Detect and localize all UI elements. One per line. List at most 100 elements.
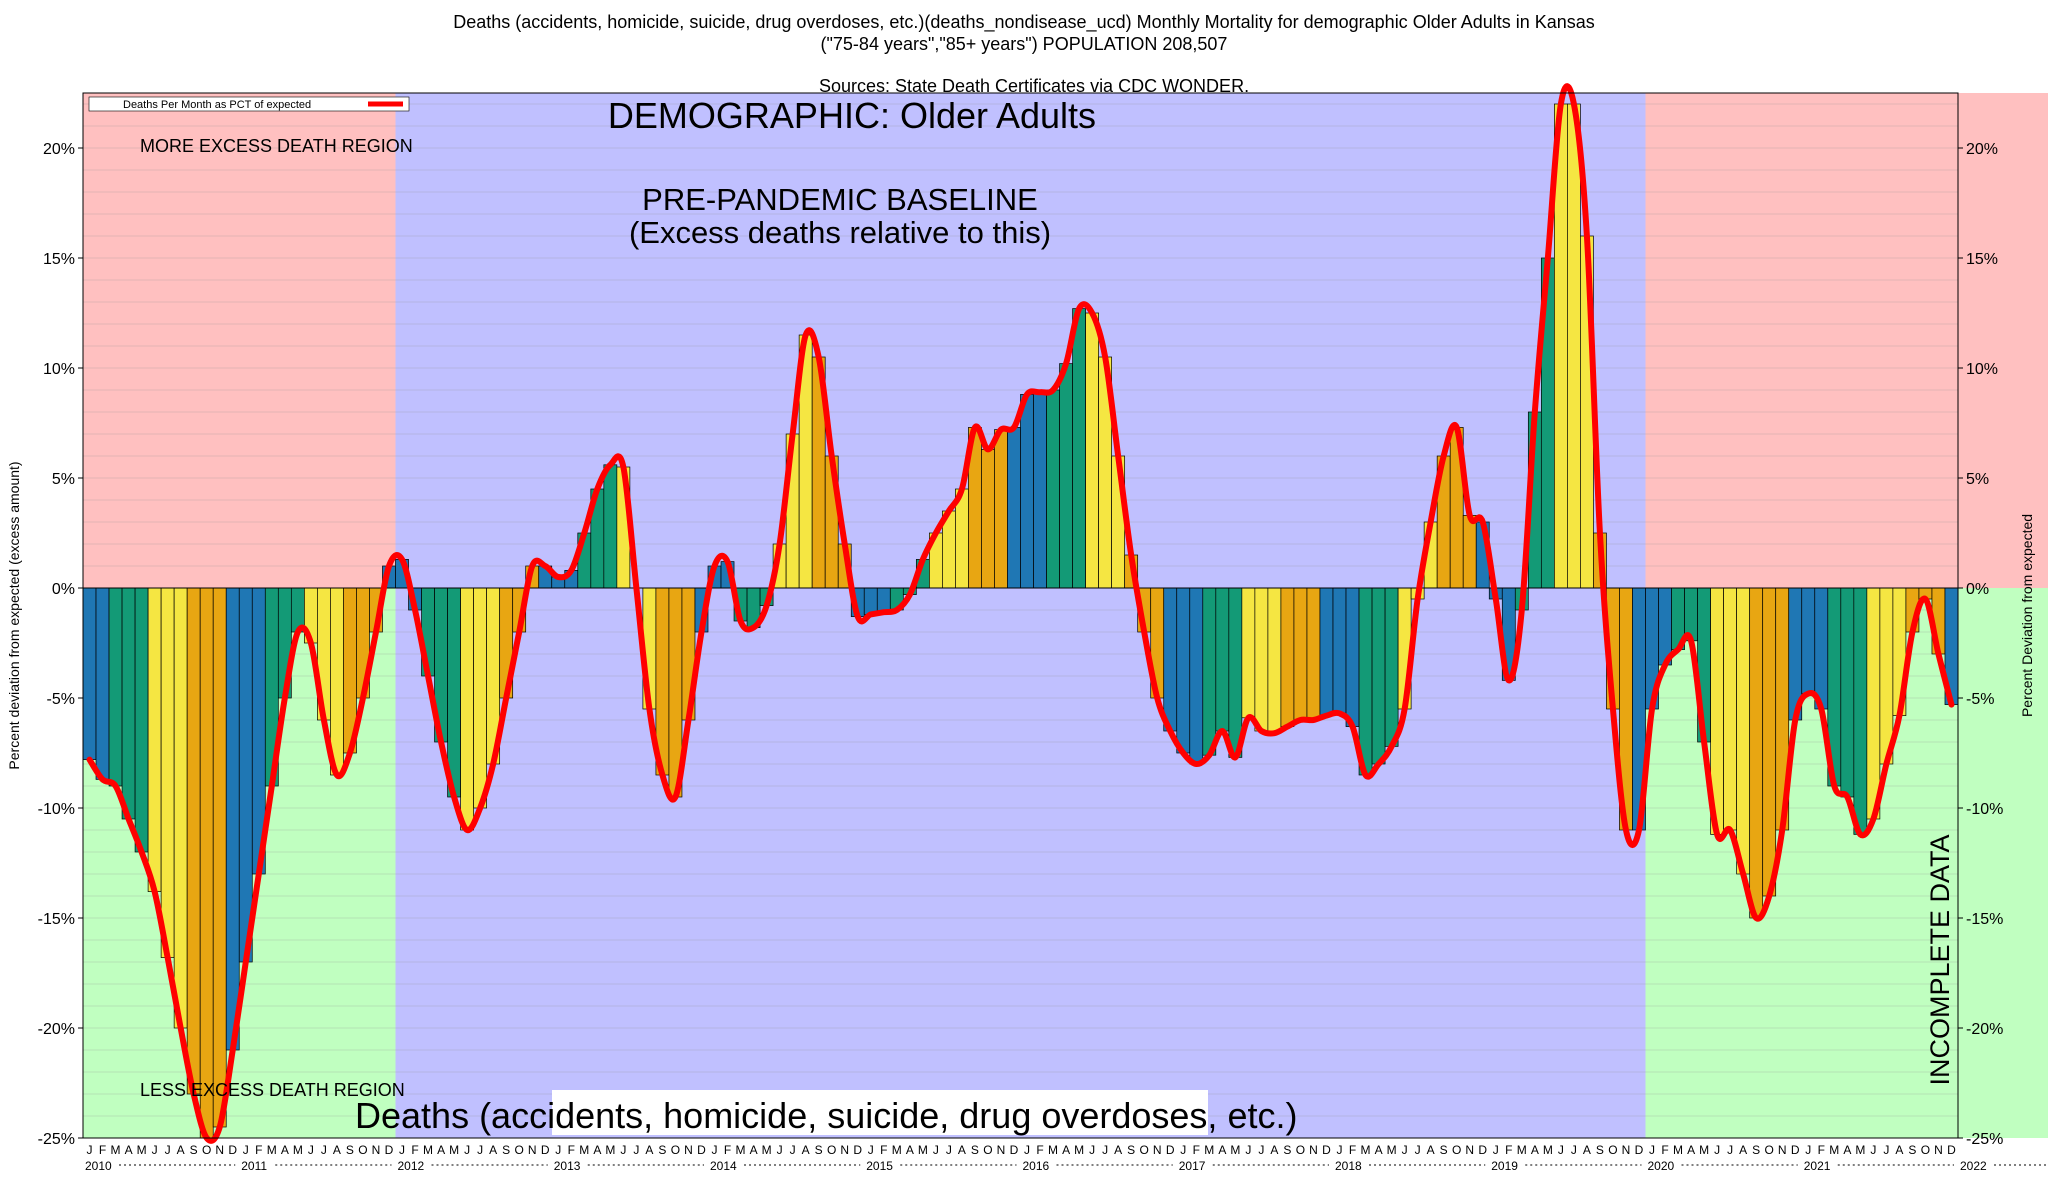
x-month-label: J <box>464 1143 470 1157</box>
bar <box>759 587 774 606</box>
x-month-label: O <box>358 1143 367 1157</box>
bar <box>1710 587 1724 835</box>
bar <box>811 356 826 589</box>
x-month-label: J <box>1245 1143 1251 1157</box>
bar <box>1918 587 1933 600</box>
x-month-label: D <box>385 1143 394 1157</box>
bar <box>1358 587 1373 776</box>
y-tick-label-left: -5% <box>47 691 75 708</box>
less-excess-region-left <box>83 588 396 1138</box>
x-year-label: 2011 <box>241 1159 267 1173</box>
bar <box>929 532 943 589</box>
x-month-label: D <box>1791 1143 1800 1157</box>
x-month-label: A <box>906 1143 914 1157</box>
bar <box>1397 587 1412 710</box>
bar <box>733 587 748 622</box>
bar <box>1410 587 1425 600</box>
x-year-label: 2014 <box>710 1159 737 1173</box>
bar <box>1775 587 1790 831</box>
x-month-label: A <box>645 1143 653 1157</box>
bar <box>212 587 227 1128</box>
x-month-label: N <box>1622 1143 1631 1157</box>
bar <box>1150 587 1165 699</box>
bar <box>994 429 1008 589</box>
y-axis-label-right: Percent Deviation from expected <box>2019 514 2035 717</box>
x-month-label: D <box>1635 1143 1644 1157</box>
y-tick-label-left: -20% <box>38 1021 75 1038</box>
bar <box>356 587 370 699</box>
bar <box>955 488 969 589</box>
bar <box>1215 587 1230 732</box>
bar <box>1280 587 1295 727</box>
more-excess-region-left <box>83 93 396 588</box>
x-month-label: D <box>697 1143 706 1157</box>
bar <box>1853 587 1868 835</box>
bar <box>1319 587 1334 716</box>
bar <box>369 587 383 633</box>
x-month-label: J <box>1805 1143 1811 1157</box>
x-month-label: J <box>1493 1143 1499 1157</box>
x-month-label: N <box>684 1143 693 1157</box>
y-tick-label-right: -20% <box>1966 1021 2003 1038</box>
x-month-label: M <box>1048 1143 1058 1157</box>
bar <box>434 587 448 743</box>
x-month-label: J <box>1415 1143 1421 1157</box>
x-month-label: M <box>449 1143 459 1157</box>
y-tick-label-left: 10% <box>43 361 75 378</box>
bar <box>1345 587 1360 727</box>
bar <box>1658 587 1672 666</box>
x-month-label: M <box>762 1143 772 1157</box>
bar <box>1567 103 1581 589</box>
x-month-label: N <box>528 1143 537 1157</box>
bar <box>95 587 110 780</box>
x-month-label: M <box>605 1143 615 1157</box>
bar <box>551 576 566 589</box>
x-month-label: A <box>1114 1143 1122 1157</box>
bar <box>1293 587 1308 721</box>
bar <box>486 587 501 765</box>
bar <box>1632 587 1646 831</box>
bar <box>1749 587 1764 919</box>
x-month-label: F <box>255 1143 262 1157</box>
x-month-label: F <box>568 1143 575 1157</box>
x-month-label: O <box>1140 1143 1149 1157</box>
bar <box>421 587 435 677</box>
bar <box>82 587 97 760</box>
x-month-label: M <box>1074 1143 1084 1157</box>
x-month-label: S <box>190 1143 198 1157</box>
x-month-label: A <box>281 1143 289 1157</box>
x-month-label: J <box>1649 1143 1655 1157</box>
bar <box>876 587 891 613</box>
y-tick-label-right: -5% <box>1966 691 1994 708</box>
bar <box>1931 587 1946 655</box>
bar <box>863 587 878 615</box>
bar <box>1267 587 1282 734</box>
bar <box>473 587 487 809</box>
x-month-label: A <box>1218 1143 1226 1157</box>
bar <box>1033 391 1047 589</box>
bar <box>173 587 188 1029</box>
bar <box>1436 455 1451 589</box>
bar <box>642 587 657 710</box>
x-month-label: M <box>892 1143 902 1157</box>
x-month-label: J <box>1558 1143 1564 1157</box>
bar <box>225 587 240 1051</box>
x-month-label: J <box>152 1143 158 1157</box>
x-month-label: F <box>99 1143 106 1157</box>
x-month-label: S <box>1752 1143 1760 1157</box>
x-month-label: O <box>827 1143 836 1157</box>
x-month-label: M <box>1361 1143 1371 1157</box>
x-month-label: F <box>1818 1143 1825 1157</box>
x-month-label: N <box>1465 1143 1474 1157</box>
x-month-label: M <box>1855 1143 1865 1157</box>
y-tick-label-left: -25% <box>38 1131 75 1148</box>
x-month-label: J <box>1102 1143 1108 1157</box>
x-year-label: 2020 <box>1648 1159 1675 1173</box>
bar <box>681 587 696 721</box>
x-month-label: J <box>477 1143 483 1157</box>
bar <box>525 565 540 589</box>
bar <box>1879 587 1894 765</box>
x-month-label: A <box>489 1143 497 1157</box>
chart-sources-line: Sources: State Death Certificates via CD… <box>0 55 2048 160</box>
bar <box>1944 587 1959 705</box>
